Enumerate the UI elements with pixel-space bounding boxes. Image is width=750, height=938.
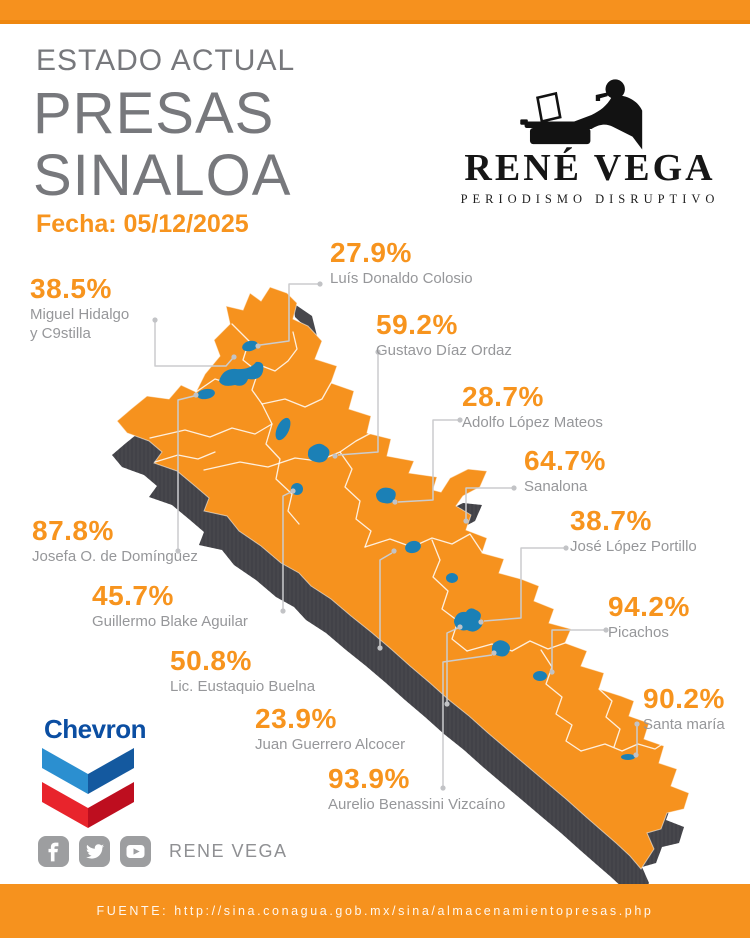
dam-label-sanalona: 64.7% Sanalona — [524, 446, 606, 497]
footer-source-bar: FUENTE: http://sina.conagua.gob.mx/sina/… — [0, 884, 750, 938]
dam-name: Luís Donaldo Colosio — [330, 270, 473, 288]
dam-name-line2: y C9stilla — [30, 325, 91, 343]
header-kicker: ESTADO ACTUAL — [36, 44, 296, 77]
logo-wordmark: RENÉ VEGA — [464, 147, 716, 189]
dam-name: Josefa O. de Domínguez — [32, 548, 198, 566]
dam-percentage: 93.9% — [328, 763, 410, 794]
dam-label-gustavo-diaz-ordaz: 59.2% Gustavo Díaz Ordaz — [376, 310, 512, 361]
dam-name: José López Portillo — [570, 538, 697, 556]
dam-percentage: 28.7% — [462, 381, 544, 412]
chevron-wordmark: Chevron — [44, 714, 146, 744]
dam-percentage: 23.9% — [255, 703, 337, 734]
dam-name: Santa maría — [643, 716, 725, 734]
dam-percentage: 38.7% — [570, 505, 652, 536]
facebook-icon — [38, 836, 69, 867]
dam-label-lic-eustaquio-buelna: 50.8% Lic. Eustaquio Buelna — [170, 646, 315, 697]
social-handle: RENE VEGA — [169, 841, 288, 861]
dam-name: Aurelio Benassini Vizcaíno — [328, 796, 506, 814]
page-title-line2: SINALOA — [33, 143, 292, 208]
dam-name: Guillermo Blake Aguilar — [92, 613, 248, 631]
date-label: Fecha: 05/12/2025 — [36, 210, 249, 238]
dam-name: Picachos — [608, 624, 669, 642]
top-orange-bar-edge — [0, 20, 750, 24]
dam-name: Gustavo Díaz Ordaz — [376, 342, 512, 360]
dam-percentage: 50.8% — [170, 645, 252, 676]
dam-name: Adolfo López Mateos — [462, 414, 603, 432]
dam-percentage: 64.7% — [524, 445, 606, 476]
footer-source-text: FUENTE: http://sina.conagua.gob.mx/sina/… — [96, 904, 654, 918]
journalist-typewriter-icon — [520, 79, 643, 150]
dam-label-jose-lopez-portillo: 38.7% José López Portillo — [570, 506, 697, 557]
dam-label-santa-maria: 90.2% Santa maría — [643, 684, 725, 735]
dam-percentage: 94.2% — [608, 591, 690, 622]
dam-name: Lic. Eustaquio Buelna — [170, 678, 316, 696]
dam-percentage: 87.8% — [32, 515, 114, 546]
dam-label-miguel-hidalgo: 38.5% Miguel Hidalgo y C9stilla — [30, 274, 129, 344]
dam-percentage: 90.2% — [643, 683, 725, 714]
page-title-line1: PRESAS — [33, 81, 275, 146]
dam-percentage: 27.9% — [330, 237, 412, 268]
dam-name: Juan Guerrero Alcocer — [255, 736, 406, 754]
dam-percentage: 59.2% — [376, 309, 458, 340]
dam-name: Miguel Hidalgo — [30, 306, 130, 324]
youtube-icon — [120, 836, 151, 867]
top-orange-bar — [0, 0, 750, 20]
leader-lines — [152, 281, 640, 791]
dam-name: Sanalona — [524, 478, 588, 496]
dam-label-picachos: 94.2% Picachos — [608, 592, 690, 643]
dam-percentage: 45.7% — [92, 580, 174, 611]
social-row: RENE VEGA — [38, 836, 288, 867]
logo-tagline: PERIODISMO DISRUPTIVO — [460, 192, 720, 206]
municipality-borders — [149, 323, 668, 752]
dam-label-luis-donaldo-colosio: 27.9% Luís Donaldo Colosio — [330, 238, 473, 289]
dam-label-josefa-o-de-dominguez: 87.8% Josefa O. de Domínguez — [32, 516, 198, 567]
chevron-logo-icon — [42, 748, 134, 828]
twitter-icon — [79, 836, 110, 867]
dam-label-guillermo-blake-aguilar: 45.7% Guillermo Blake Aguilar — [92, 581, 248, 632]
dam-percentage: 38.5% — [30, 273, 112, 304]
dam-label-juan-guerrero-alcocer: 23.9% Juan Guerrero Alcocer — [255, 704, 405, 755]
dam-label-aurelio-benassini-vizcaino: 93.9% Aurelio Benassini Vizcaíno — [328, 764, 505, 815]
dam-label-adolfo-lopez-mateos: 28.7% Adolfo López Mateos — [462, 382, 603, 433]
